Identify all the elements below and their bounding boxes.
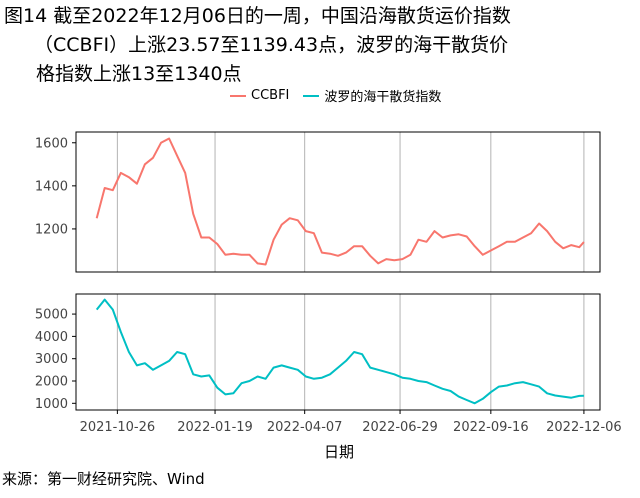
bdi-plot-frame bbox=[75, 293, 601, 411]
panel-bdi: 1000 2000 3000 4000 5000 bbox=[35, 293, 601, 412]
chart-title: 图14 截至2022年12月06日的一周，中国沿海散货运价指数 （CCBFI）上… bbox=[4, 2, 634, 89]
legend-swatch-ccbfi bbox=[230, 94, 246, 97]
title-line-1: 图14 截至2022年12月06日的一周，中国沿海散货运价指数 bbox=[4, 5, 511, 27]
bdi-plot-background bbox=[76, 294, 600, 410]
bdi-ytick-label-2: 3000 bbox=[35, 352, 68, 367]
x-tick-label-0: 2021-10-26 bbox=[80, 420, 156, 435]
legend-swatch-bdi bbox=[303, 94, 320, 97]
x-axis: 2021-10-26 2022-01-19 2022-04-07 2022-06-29… bbox=[80, 410, 622, 435]
legend: CCBFI 波罗的海干散货指数 bbox=[230, 86, 449, 105]
legend-item-bdi: 波罗的海干散货指数 bbox=[303, 86, 441, 105]
title-line-3: 格指数上涨13至1340点 bbox=[36, 63, 242, 85]
ccbfi-series-line bbox=[95, 137, 585, 266]
ccbfi-ytick-label-2: 1600 bbox=[35, 136, 68, 151]
title-line-2: （CCBFI）上涨23.57至1139.43点，波罗的海干散货价 bbox=[34, 34, 509, 56]
bdi-ytick-label-3: 4000 bbox=[35, 330, 68, 345]
legend-item-ccbfi: CCBFI bbox=[230, 88, 289, 103]
bdi-ytick-label-1: 2000 bbox=[35, 375, 68, 390]
bdi-ytick-label-4: 5000 bbox=[35, 308, 68, 323]
x-tick-label-4: 2022-09-16 bbox=[453, 420, 529, 435]
ccbfi-plot-frame bbox=[75, 131, 601, 273]
x-tick-label-2: 2022-04-07 bbox=[267, 420, 343, 435]
panel-ccbfi: 1200 1400 1600 bbox=[35, 131, 601, 273]
legend-label-bdi: 波罗的海干散货指数 bbox=[324, 90, 442, 105]
bdi-ytick-label-0: 1000 bbox=[35, 397, 68, 412]
x-axis-label: 日期 bbox=[324, 443, 354, 461]
source-note: 来源：第一财经研究院、Wind bbox=[2, 470, 205, 488]
legend-label-ccbfi: CCBFI bbox=[251, 88, 290, 103]
ccbfi-ytick-label-1: 1400 bbox=[35, 179, 68, 194]
x-tick-label-5: 2022-12-06 bbox=[546, 420, 622, 435]
chart-canvas: 1200 1400 1600 1000 2000 3000 4000 5000 2021-1… bbox=[35, 131, 622, 461]
ccbfi-plot-background bbox=[76, 132, 600, 272]
x-tick-label-1: 2022-01-19 bbox=[177, 420, 253, 435]
x-tick-label-3: 2022-06-29 bbox=[362, 420, 438, 435]
bdi-series-line bbox=[95, 298, 584, 405]
ccbfi-ytick-label-0: 1200 bbox=[35, 222, 68, 237]
